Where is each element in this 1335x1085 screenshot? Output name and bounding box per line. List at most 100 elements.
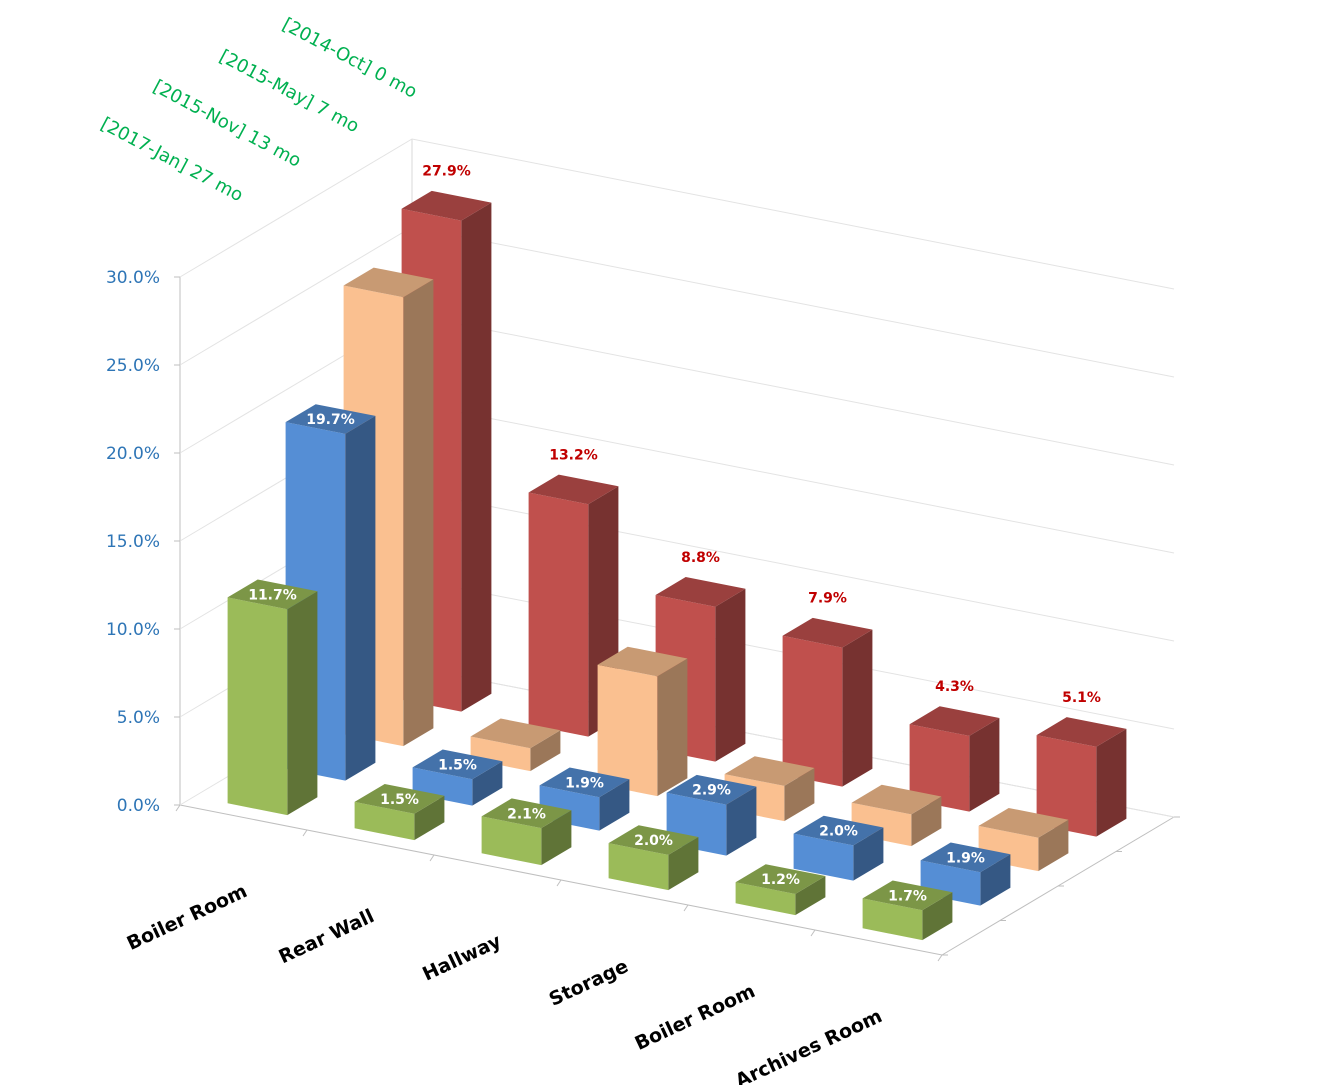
bar-top bbox=[724, 756, 815, 786]
bar bbox=[227, 579, 318, 816]
data-label: 1.9% bbox=[946, 850, 985, 866]
bar-top bbox=[528, 474, 619, 505]
bar-top bbox=[862, 880, 953, 911]
data-label: 2.0% bbox=[819, 824, 858, 840]
bar bbox=[481, 798, 572, 866]
data-labels: 27.9% 13.2% 8.8% 7.9% 4.3% 5.1% 19.7% 1.5% 1.9% 2… bbox=[248, 164, 1101, 905]
bar-top bbox=[655, 577, 746, 607]
y-tick-label: 10.0% bbox=[106, 620, 160, 640]
bar-top bbox=[539, 767, 630, 798]
category-labels: Boiler Room Rear Wall Hallway Storage Boiler… bbox=[124, 880, 886, 1085]
bar-side bbox=[403, 279, 434, 747]
data-label: 2.1% bbox=[507, 806, 546, 822]
data-label: 2.9% bbox=[692, 783, 731, 799]
bar-top bbox=[851, 784, 942, 815]
data-label: 1.9% bbox=[565, 775, 604, 791]
gridline bbox=[179, 138, 1175, 290]
y-tick-label: 5.0% bbox=[117, 708, 160, 728]
bar-top bbox=[354, 784, 445, 814]
bar-front bbox=[782, 635, 843, 787]
bar-top bbox=[735, 864, 826, 894]
data-label: 19.7% bbox=[306, 412, 355, 428]
data-label: 1.5% bbox=[380, 792, 419, 808]
y-tick-label: 15.0% bbox=[106, 532, 160, 552]
bar-side bbox=[784, 768, 815, 822]
bar-front bbox=[1036, 735, 1097, 837]
x-tick-mark bbox=[810, 929, 816, 937]
bar bbox=[470, 718, 561, 772]
bar-side bbox=[853, 827, 884, 881]
data-label: 1.7% bbox=[888, 888, 927, 904]
data-label: 1.2% bbox=[761, 872, 800, 888]
bar-side bbox=[726, 786, 757, 856]
bar bbox=[851, 784, 942, 847]
bar-top bbox=[793, 815, 884, 846]
bar-side bbox=[657, 658, 688, 797]
bar bbox=[735, 864, 826, 916]
bar bbox=[539, 767, 630, 831]
bar-side bbox=[922, 892, 953, 941]
bar-top bbox=[608, 825, 699, 855]
bar bbox=[909, 706, 1000, 812]
y-tick-label: 25.0% bbox=[106, 356, 160, 376]
data-label: 27.9% bbox=[422, 164, 471, 180]
category-label: Storage bbox=[546, 955, 632, 1011]
bar-front bbox=[793, 833, 854, 881]
bar-front bbox=[481, 816, 542, 866]
bar-top bbox=[920, 842, 1011, 873]
bar-front bbox=[862, 898, 923, 941]
bar-front bbox=[909, 724, 970, 812]
data-label: 4.3% bbox=[935, 679, 974, 695]
bar-side bbox=[980, 854, 1011, 906]
bar bbox=[793, 815, 884, 881]
bar-top bbox=[1036, 717, 1127, 747]
bar-top bbox=[909, 706, 1000, 736]
bar-side bbox=[911, 796, 942, 847]
bar bbox=[1036, 717, 1127, 837]
bar-side bbox=[530, 730, 561, 772]
bar-front bbox=[528, 492, 589, 737]
data-label: 13.2% bbox=[549, 447, 598, 463]
bar-top bbox=[597, 646, 688, 677]
x-tick-mark bbox=[937, 954, 943, 962]
bar-front bbox=[597, 664, 658, 797]
bar-front bbox=[608, 843, 669, 891]
bar-side bbox=[461, 202, 492, 712]
bars bbox=[227, 190, 1127, 941]
data-label: 2.0% bbox=[634, 833, 673, 849]
bar bbox=[354, 784, 445, 841]
bar-front bbox=[735, 882, 796, 916]
bar bbox=[608, 825, 699, 891]
bar-top bbox=[666, 774, 757, 805]
bar bbox=[528, 474, 619, 737]
category-label: Boiler Room bbox=[124, 880, 251, 955]
bar-side bbox=[1038, 819, 1069, 872]
bar-top bbox=[401, 190, 492, 221]
bar-top bbox=[343, 267, 434, 298]
y-tick-label: 20.0% bbox=[106, 444, 160, 464]
data-label: 8.8% bbox=[681, 550, 720, 566]
bar-front bbox=[227, 597, 288, 816]
bar-top bbox=[782, 617, 873, 648]
bar-top bbox=[978, 808, 1069, 838]
y-axis-ticks: 0.0% 5.0% 10.0% 15.0% 20.0% 25.0% 30.0% bbox=[106, 268, 180, 816]
bar-side bbox=[287, 591, 318, 816]
bar bbox=[782, 617, 873, 787]
bar-side bbox=[715, 588, 746, 762]
x-tick-mark bbox=[175, 804, 181, 812]
bar-side bbox=[795, 876, 826, 916]
bar bbox=[978, 808, 1069, 872]
bar-top bbox=[285, 404, 376, 434]
data-label: 11.7% bbox=[248, 587, 297, 603]
bar-top bbox=[470, 718, 561, 749]
bar-side bbox=[668, 837, 699, 891]
bar-side bbox=[541, 810, 572, 866]
bar bbox=[412, 749, 503, 806]
x-tick-mark bbox=[683, 904, 689, 912]
data-label: 1.5% bbox=[438, 757, 477, 773]
category-label: Archives Room bbox=[732, 1005, 885, 1085]
gridline bbox=[179, 226, 1175, 378]
bar-side bbox=[599, 779, 630, 831]
category-label: Hallway bbox=[419, 930, 505, 986]
